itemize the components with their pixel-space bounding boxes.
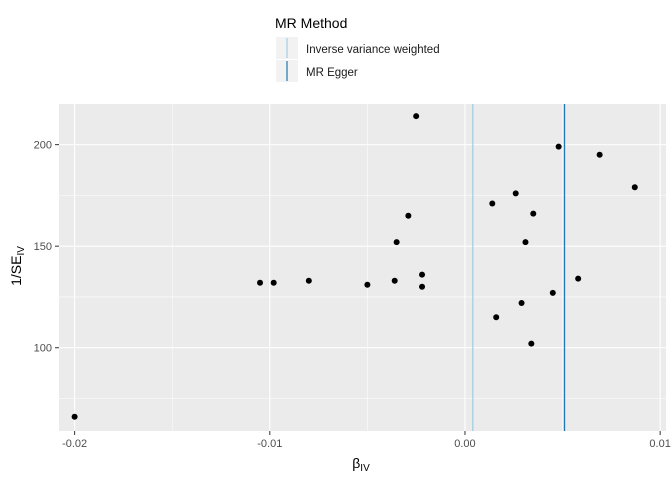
data-point [270, 279, 277, 286]
data-point [493, 314, 500, 321]
data-point [364, 281, 371, 288]
legend-label-mr-egger: MR Egger [306, 67, 358, 79]
data-point [413, 113, 420, 120]
legend-title: MR Method [275, 15, 347, 31]
data-points [71, 113, 638, 420]
data-point [489, 200, 496, 207]
data-point [549, 289, 556, 296]
data-point [257, 279, 264, 286]
y-tick-label: 150 [34, 241, 52, 253]
x-tick-label: 0.00 [454, 438, 475, 450]
data-point [631, 184, 638, 191]
data-point [512, 190, 519, 197]
data-point [522, 239, 529, 246]
x-tick-label: 0.01 [649, 438, 670, 450]
data-point [575, 275, 582, 282]
data-point [71, 413, 78, 420]
x-axis-ticks: -0.02 -0.01 0.00 0.01 [62, 431, 671, 450]
data-point [391, 277, 398, 284]
data-point [596, 151, 603, 158]
y-tick-label: 100 [34, 343, 52, 355]
data-point [528, 340, 535, 347]
data-point [419, 283, 426, 290]
data-point [305, 277, 312, 284]
y-tick-label: 200 [34, 140, 52, 152]
legend: MR Method Inverse variance weighted MR E… [275, 15, 440, 82]
data-point [405, 212, 412, 219]
estimate-lines [472, 104, 566, 431]
x-axis-title: βIV [352, 455, 370, 474]
data-point [393, 239, 400, 246]
plot-panel [59, 104, 666, 431]
y-axis-title: 1/SEIV [8, 246, 27, 286]
data-point [518, 300, 525, 307]
data-point [530, 210, 537, 217]
x-tick-label: -0.01 [257, 438, 282, 450]
y-axis-ticks: 100 150 200 [34, 140, 59, 355]
x-tick-label: -0.02 [62, 438, 87, 450]
legend-label-ivw: Inverse variance weighted [306, 44, 440, 56]
data-point [419, 271, 426, 278]
data-point [555, 143, 562, 150]
